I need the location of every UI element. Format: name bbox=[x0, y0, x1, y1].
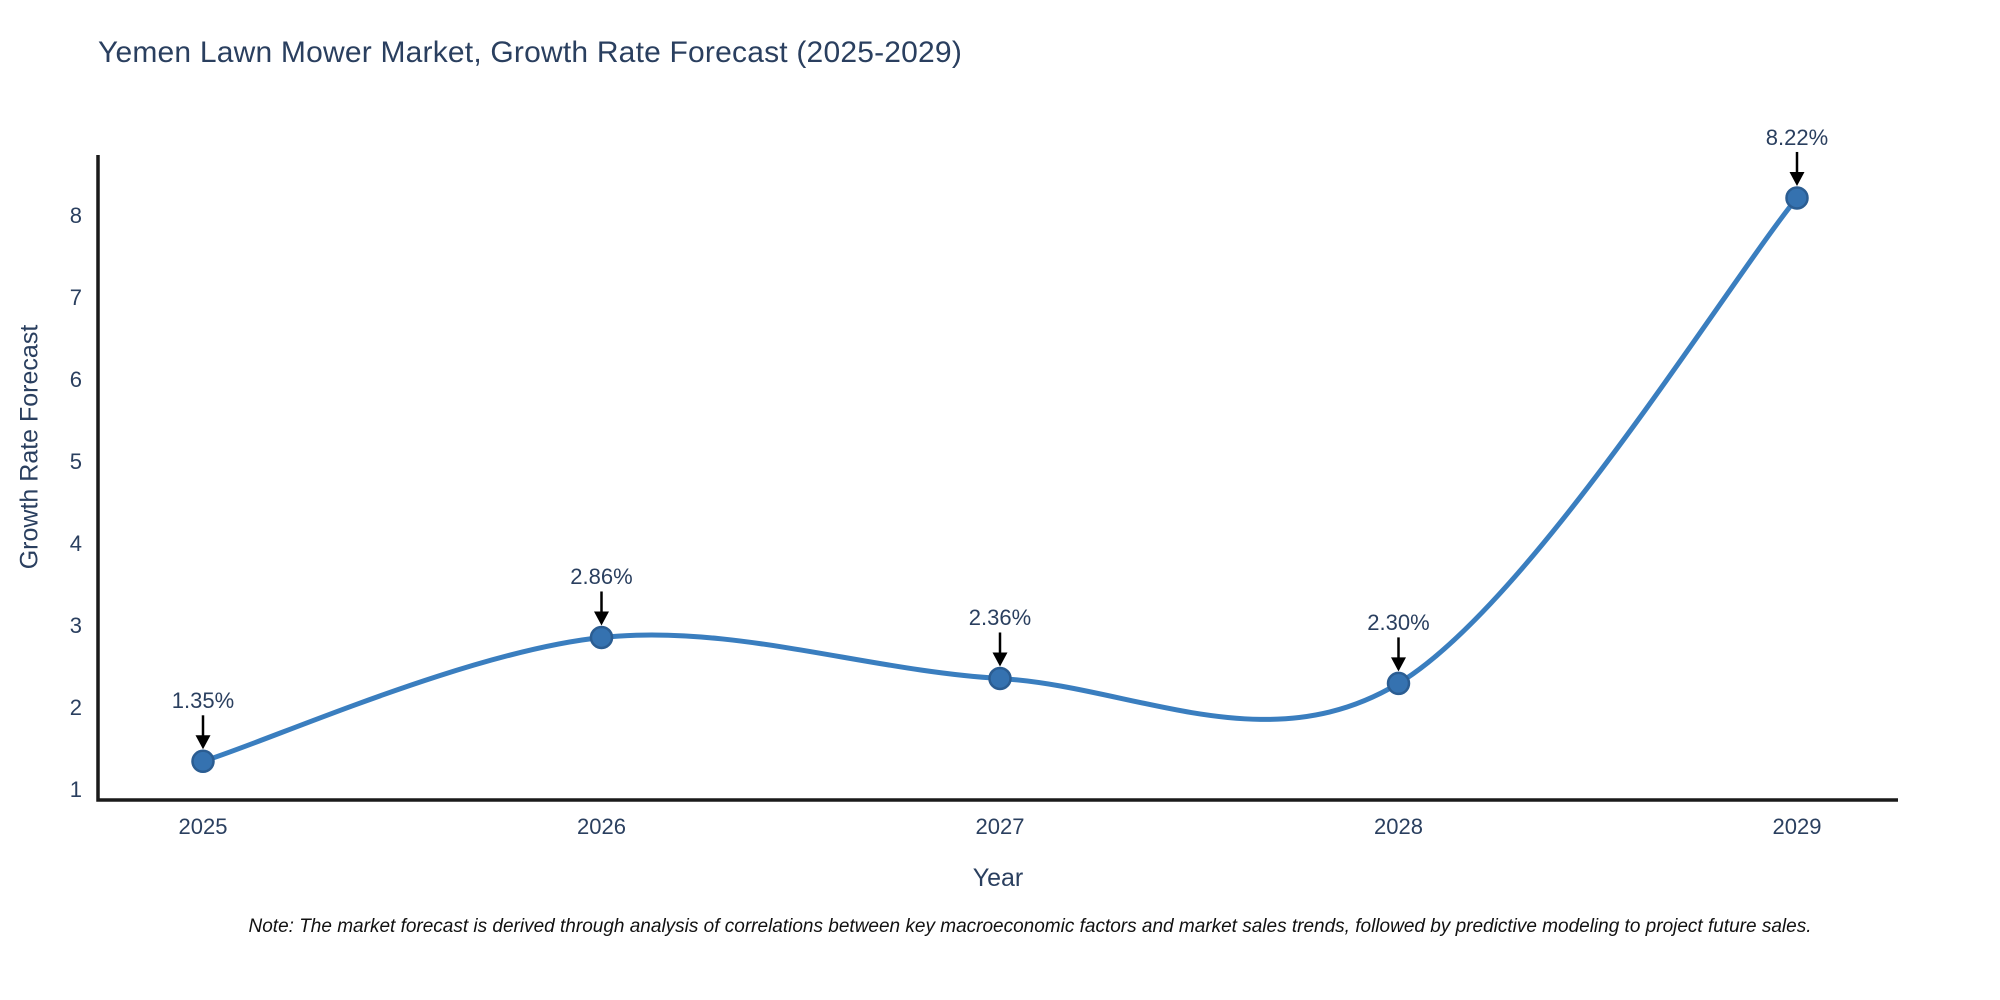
x-tick-label: 2026 bbox=[577, 814, 626, 839]
data-point-annotation: 2.86% bbox=[570, 564, 633, 590]
axis-lines bbox=[96, 155, 1898, 802]
x-tick-label: 2027 bbox=[975, 814, 1025, 839]
footnote: Note: The market forecast is derived thr… bbox=[248, 916, 1812, 937]
data-point-marker bbox=[1785, 186, 1809, 210]
y-tick-label: 5 bbox=[69, 449, 82, 474]
data-point-marker bbox=[589, 625, 614, 650]
data-point-annotation: 1.35% bbox=[171, 688, 235, 714]
annotation-arrow-head bbox=[594, 611, 609, 626]
y-tick-label: 7 bbox=[69, 285, 82, 310]
y-tick-label: 3 bbox=[69, 613, 82, 638]
x-tick-label: 2028 bbox=[1374, 814, 1423, 839]
data-point-annotation: 2.36% bbox=[968, 605, 1032, 631]
y-tick-label: 6 bbox=[69, 367, 82, 392]
y-tick-label: 8 bbox=[69, 203, 82, 228]
x-axis-title: Year bbox=[972, 864, 1024, 892]
annotation-arrow-head bbox=[1391, 657, 1406, 672]
data-point-marker bbox=[191, 749, 215, 774]
annotation-arrow-head bbox=[992, 652, 1008, 667]
annotation-arrow-head bbox=[195, 735, 211, 750]
y-tick-label: 4 bbox=[69, 531, 82, 556]
data-point-marker bbox=[1386, 671, 1411, 696]
data-point-annotation: 8.22% bbox=[1765, 124, 1829, 150]
annotation-arrow-head bbox=[1789, 171, 1805, 186]
y-tick-label: 1 bbox=[69, 777, 82, 802]
data-point-annotation: 2.30% bbox=[1367, 610, 1430, 636]
x-tick-label: 2029 bbox=[1772, 814, 1822, 839]
x-tick-label: 2025 bbox=[178, 814, 228, 839]
line-series bbox=[200, 195, 1800, 764]
data-point-marker bbox=[988, 666, 1012, 691]
chart-title: Yemen Lawn Mower Market, Growth Rate For… bbox=[98, 36, 963, 69]
y-tick-label: 2 bbox=[69, 695, 82, 720]
